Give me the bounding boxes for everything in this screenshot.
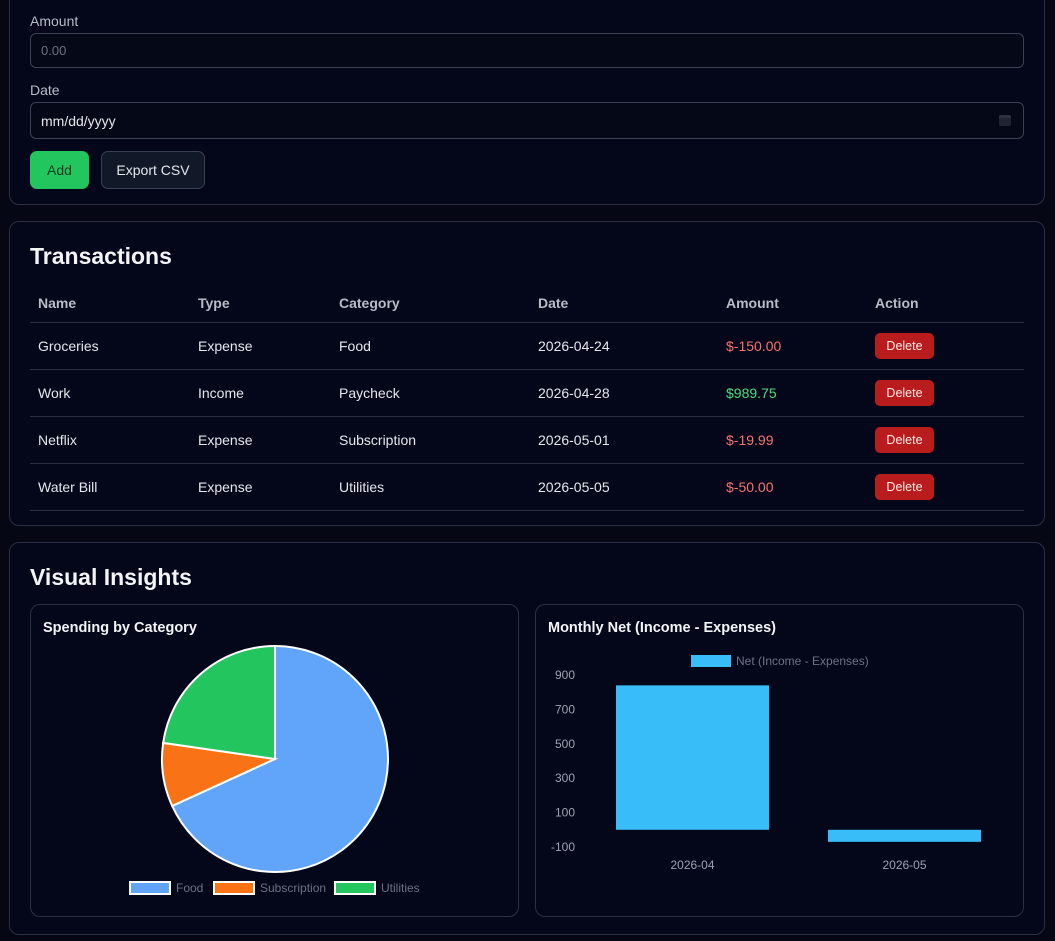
amount-label: Amount xyxy=(30,13,79,29)
delete-button[interactable]: Delete xyxy=(875,426,934,453)
transactions-table: Name Type Category Date Amount Action Gr… xyxy=(30,284,1024,511)
visual-insights-card: Visual Insights Spending by Category Foo… xyxy=(9,542,1045,935)
bar-2026-04[interactable] xyxy=(616,685,769,830)
cell-action: Delete xyxy=(867,369,1024,417)
cell-type: Expense xyxy=(190,416,331,464)
cell-name: Netflix xyxy=(30,416,190,464)
pie-slice-food[interactable] xyxy=(170,644,389,873)
y-tick-label: 900 xyxy=(555,668,575,682)
x-tick-label: 2026-05 xyxy=(882,858,926,872)
legend-swatch-subscription xyxy=(213,881,255,895)
table-row: Netflix Expense Subscription 2026-05-01 $-19… xyxy=(30,416,1024,464)
legend-label-subscription: Subscription xyxy=(260,881,326,895)
cell-date: 2026-04-28 xyxy=(530,369,718,417)
legend-label-net: Net (Income - Expenses) xyxy=(736,654,869,668)
header-category: Category xyxy=(331,284,530,323)
amount-input[interactable]: 0.00 xyxy=(30,33,1024,68)
cell-date: 2026-04-24 xyxy=(530,322,718,370)
cell-category: Paycheck xyxy=(331,369,530,417)
table-row: Work Income Paycheck 2026-04-28 $989.75 Delet… xyxy=(30,369,1024,417)
legend-label-utilities: Utilities xyxy=(381,881,420,895)
cell-action: Delete xyxy=(867,322,1024,370)
header-action: Action xyxy=(867,284,1024,323)
y-tick-label: 300 xyxy=(555,771,575,785)
y-tick-label: 100 xyxy=(555,806,575,820)
cell-type: Expense xyxy=(190,322,331,370)
cell-name: Work xyxy=(30,369,190,417)
transactions-card: Transactions Name Type Category Date Amo… xyxy=(9,221,1045,526)
y-tick-label: -100 xyxy=(551,840,575,854)
header-type: Type xyxy=(190,284,331,323)
bar-2026-05[interactable] xyxy=(828,829,981,842)
amount-placeholder: 0.00 xyxy=(41,43,67,58)
legend-label-food: Food xyxy=(176,881,203,895)
cell-type: Income xyxy=(190,369,331,417)
add-button[interactable]: Add xyxy=(30,151,89,189)
x-tick-label: 2026-04 xyxy=(670,858,714,872)
header-date: Date xyxy=(530,284,718,323)
pie-chart-title: Spending by Category xyxy=(43,620,197,636)
cell-name: Water Bill xyxy=(30,463,190,511)
bar-chart-canvas: Net (Income - Expenses) 900 700 500 300 100 -1… xyxy=(551,654,981,872)
date-placeholder: mm/dd/yyyy xyxy=(41,112,116,129)
cell-date: 2026-05-01 xyxy=(530,416,718,464)
cell-category: Utilities xyxy=(331,463,530,511)
cell-name: Groceries xyxy=(30,322,190,370)
table-row: Water Bill Expense Utilities 2026-05-05 $-50… xyxy=(30,463,1024,511)
cell-type: Expense xyxy=(190,463,331,511)
pie-slice-utilities[interactable] xyxy=(162,644,276,761)
header-amount: Amount xyxy=(718,284,867,323)
cell-category: Food xyxy=(331,322,530,370)
y-tick-label: 500 xyxy=(555,737,575,751)
cell-amount: $989.75 xyxy=(718,369,867,417)
cell-date: 2026-05-05 xyxy=(530,463,718,511)
header-name: Name xyxy=(30,284,190,323)
cell-amount: $-150.00 xyxy=(718,322,867,370)
delete-button[interactable]: Delete xyxy=(875,332,934,359)
export-csv-button[interactable]: Export CSV xyxy=(101,151,205,189)
add-transaction-card: Amount 0.00 Date mm/dd/yyyy Add Export C… xyxy=(9,0,1045,205)
legend-swatch-net xyxy=(691,655,731,667)
table-header-row: Name Type Category Date Amount Action xyxy=(30,284,1024,323)
spending-by-category-chart: Spending by Category Food Subscription Uti… xyxy=(30,604,519,917)
table-row: Groceries Expense Food 2026-04-24 $-150.00 De… xyxy=(30,322,1024,370)
delete-button[interactable]: Delete xyxy=(875,379,934,406)
legend-swatch-utilities xyxy=(334,881,376,895)
cell-amount: $-19.99 xyxy=(718,416,867,464)
date-input[interactable]: mm/dd/yyyy xyxy=(30,102,1024,139)
cell-action: Delete xyxy=(867,416,1024,464)
transactions-title: Transactions xyxy=(30,243,172,269)
monthly-net-chart: Monthly Net (Income - Expenses) Net (Inc… xyxy=(535,604,1024,917)
delete-button[interactable]: Delete xyxy=(875,473,934,500)
y-tick-label: 700 xyxy=(555,702,575,716)
cell-action: Delete xyxy=(867,463,1024,511)
insights-title: Visual Insights xyxy=(30,564,192,590)
bar-chart-title: Monthly Net (Income - Expenses) xyxy=(548,620,777,636)
legend-swatch-food xyxy=(129,881,171,895)
date-label: Date xyxy=(30,82,60,98)
cell-amount: $-50.00 xyxy=(718,463,867,511)
pie-chart-canvas: Food Subscription Utilities xyxy=(129,644,420,895)
cell-category: Subscription xyxy=(331,416,530,464)
calendar-icon[interactable] xyxy=(999,115,1011,126)
